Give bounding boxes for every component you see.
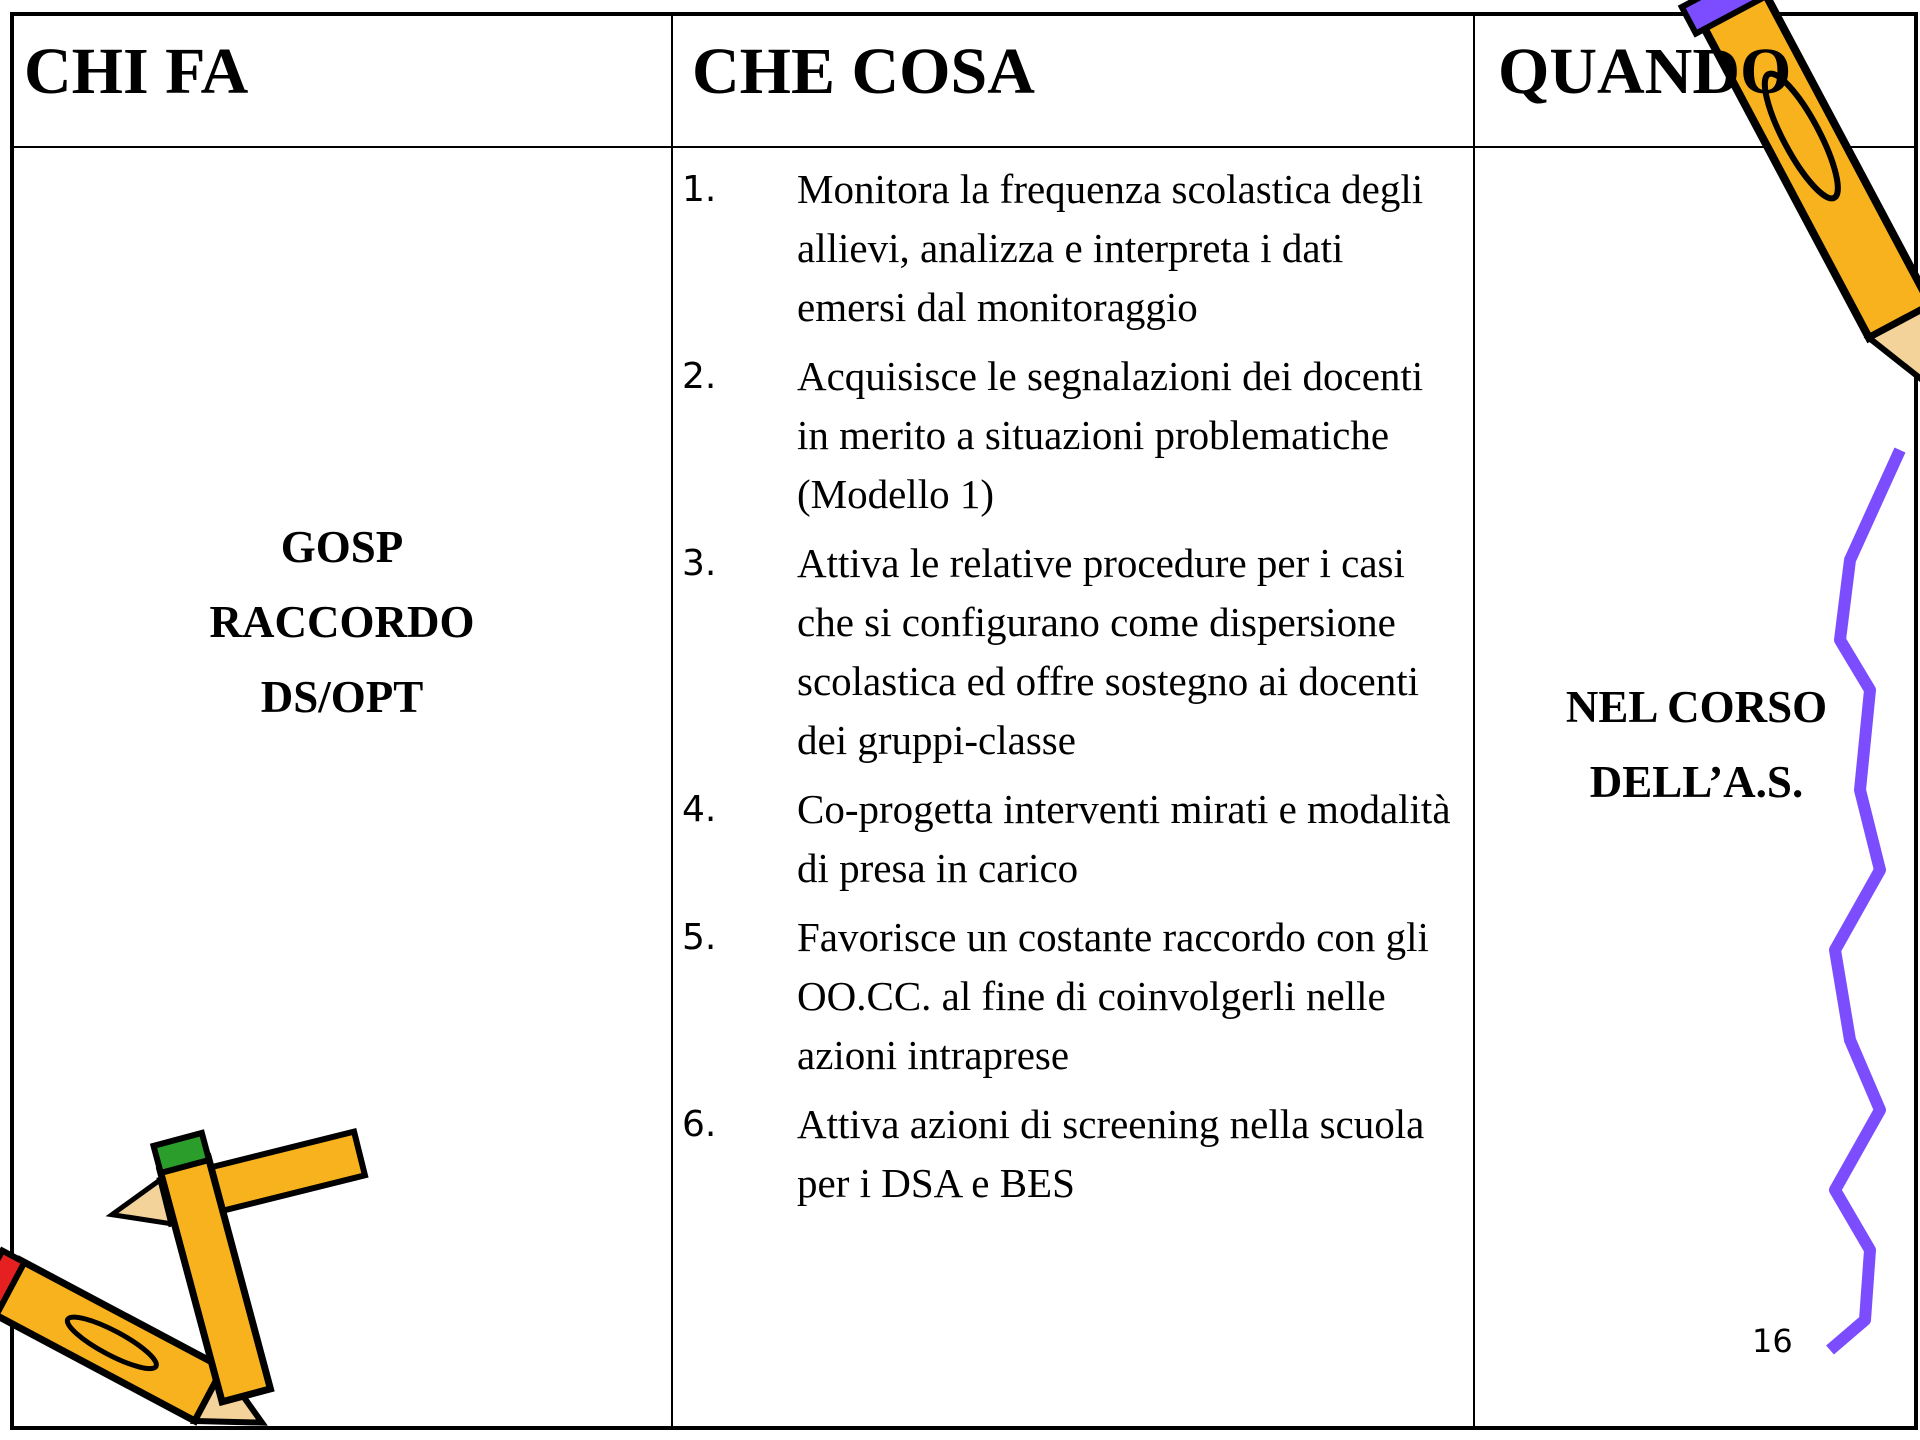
- when-cell: NEL CORSO DELL’A.S.: [1474, 670, 1919, 820]
- header-cell: CHE COSA: [692, 35, 1035, 108]
- task-text: Acquisisce le segnalazioni dei docenti i…: [797, 353, 1424, 517]
- task-number: 1.: [682, 169, 717, 210]
- task-list: 1. Monitora la frequenza scolastica degli…: [672, 160, 1462, 1223]
- task-item: 6. Attiva azioni di screening nella scuol…: [672, 1095, 1462, 1213]
- task-item: 2. Acquisisce le segnalazioni dei docenti…: [672, 347, 1462, 524]
- task-item: 1. Monitora la frequenza scolastica degli…: [672, 160, 1462, 337]
- task-number: 5.: [682, 917, 717, 958]
- task-text: Attiva azioni di screening nella scuola …: [797, 1101, 1425, 1206]
- page-number: 16: [1752, 1322, 1793, 1360]
- task-text: Attiva le relative procedure per i casi …: [797, 540, 1420, 763]
- task-text: Favorisce un costante raccordo con gli O…: [797, 914, 1429, 1078]
- when-line: DELL’A.S.: [1589, 757, 1804, 807]
- task-text: Co-progetta interventi mirati e modalità…: [797, 786, 1451, 891]
- task-number: 4.: [682, 789, 717, 830]
- who-line: DS/OPT: [260, 672, 424, 722]
- header-cell: QUANDO: [1498, 35, 1792, 108]
- task-item: 5. Favorisce un costante raccordo con gli…: [672, 908, 1462, 1085]
- task-text: Monitora la frequenza scolastica degli a…: [797, 166, 1424, 330]
- task-number: 3.: [682, 543, 717, 584]
- task-number: 6.: [682, 1104, 717, 1145]
- when-line: NEL CORSO: [1565, 682, 1828, 732]
- header-cell: CHI FA: [24, 35, 249, 108]
- who-line: RACCORDO: [209, 597, 475, 647]
- task-item: 4. Co-progetta interventi mirati e modali…: [672, 780, 1462, 898]
- task-number: 2.: [682, 356, 717, 397]
- who-line: GOSP: [280, 522, 404, 572]
- who-cell: GOSP RACCORDO DS/OPT: [12, 510, 672, 735]
- task-item: 3. Attiva le relative procedure per i ca…: [672, 534, 1462, 770]
